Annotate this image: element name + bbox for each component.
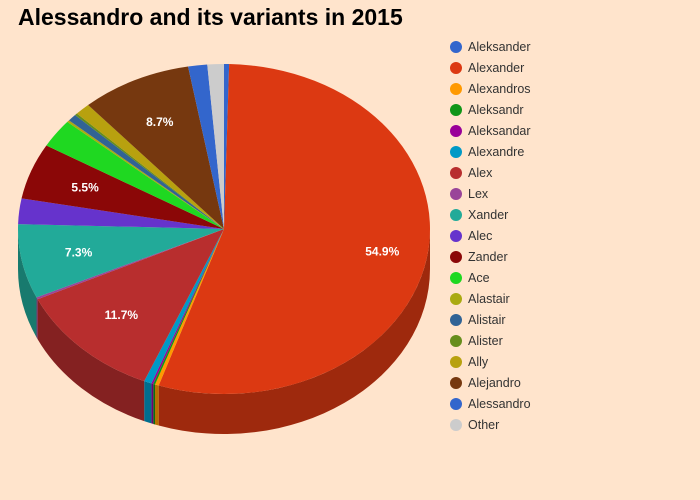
legend-swatch [450, 208, 462, 221]
legend-label: Lex [468, 186, 489, 201]
legend-item-alexander[interactable]: Alexander [450, 57, 531, 78]
pie-slice-other[interactable] [207, 64, 224, 229]
pie-side-alexander [158, 229, 431, 434]
pie-slice-ally[interactable] [76, 104, 224, 229]
pie-slice-alastair[interactable] [67, 120, 225, 229]
legend-item-alex[interactable]: Alex [450, 162, 531, 183]
legend-item-aleksandar[interactable]: Aleksandar [450, 120, 531, 141]
legend-label: Alessandro [468, 396, 531, 411]
legend-label: Other [468, 417, 500, 432]
legend-item-alexandre[interactable]: Alexandre [450, 141, 531, 162]
pie-slice-alexandros[interactable] [155, 229, 224, 386]
pie-side-lex [36, 297, 38, 340]
pie-slice-alexander[interactable] [158, 64, 430, 395]
pie-slice-alister[interactable] [75, 113, 224, 229]
legend-label: Alex [468, 165, 493, 180]
legend-swatch [450, 145, 462, 158]
pie-side-alexandre [144, 381, 152, 424]
legend-label: Alastair [468, 291, 510, 306]
pie-slice-alex[interactable] [37, 229, 225, 382]
legend-swatch [450, 124, 462, 137]
legend-item-alessandro[interactable]: Alessandro [450, 393, 531, 414]
legend-item-alistair[interactable]: Alistair [450, 309, 531, 330]
pie-slice-alexandre[interactable] [144, 229, 224, 384]
pie-slice-lex[interactable] [36, 229, 225, 300]
legend-label: Zander [468, 249, 508, 264]
pie-slice-alessandro[interactable] [188, 64, 224, 229]
pie-side-alex [37, 299, 145, 422]
legend-label: Alexandros [468, 81, 531, 96]
legend-label: Aleksandr [468, 102, 524, 117]
legend-label: Alexandre [468, 144, 525, 159]
legend-label: Xander [468, 207, 509, 222]
legend-swatch [450, 250, 462, 263]
legend-item-aleksander[interactable]: Aleksander [450, 36, 531, 57]
legend-label: Alister [468, 333, 503, 348]
legend-label: Ace [468, 270, 490, 285]
legend-item-alexandros[interactable]: Alexandros [450, 78, 531, 99]
pie-slice-alistair[interactable] [68, 115, 224, 229]
legend-item-alec[interactable]: Alec [450, 225, 531, 246]
legend-item-alister[interactable]: Alister [450, 330, 531, 351]
pie-slice-aleksandr[interactable] [153, 229, 224, 385]
legend-swatch [450, 313, 462, 326]
legend-swatch [450, 376, 462, 389]
pie-slice-aleksandar[interactable] [151, 229, 224, 384]
data-label-alejandro: 8.7% [146, 115, 174, 129]
legend-swatch [450, 166, 462, 179]
pie-slice-alejandro[interactable] [88, 66, 224, 229]
legend-swatch [450, 418, 462, 431]
legend-swatch [450, 355, 462, 368]
legend-item-aleksandr[interactable]: Aleksandr [450, 99, 531, 120]
pie-side-aleksandar [151, 383, 154, 424]
legend-item-alejandro[interactable]: Alejandro [450, 372, 531, 393]
pie-side-xander [18, 229, 37, 338]
legend-label: Alejandro [468, 375, 521, 390]
legend-swatch [450, 40, 462, 53]
pie-slice-xander[interactable] [18, 224, 225, 298]
legend-label: Alistair [468, 312, 506, 327]
legend-swatch [450, 334, 462, 347]
legend-item-alastair[interactable]: Alastair [450, 288, 531, 309]
legend-label: Ally [468, 354, 489, 369]
data-label-alexander: 54.9% [365, 244, 399, 258]
legend-swatch [450, 187, 462, 200]
legend-item-xander[interactable]: Xander [450, 204, 531, 225]
legend-item-ally[interactable]: Ally [450, 351, 531, 372]
legend-item-other[interactable]: Other [450, 414, 531, 435]
data-label-xander: 7.3% [65, 245, 93, 259]
chart-title: Alessandro and its variants in 2015 [18, 4, 403, 30]
legend-swatch [450, 82, 462, 95]
pie-slice-alec[interactable] [18, 198, 225, 229]
legend-swatch [450, 292, 462, 305]
data-label-alex: 11.7% [105, 308, 139, 322]
legend: Aleksander Alexander Alexandros Aleksandr Al… [450, 36, 531, 435]
legend-item-zander[interactable]: Zander [450, 246, 531, 267]
pie-slice-ace[interactable] [46, 121, 225, 229]
legend-label: Alec [468, 228, 493, 243]
pie-slice-zander[interactable] [21, 145, 224, 229]
legend-item-lex[interactable]: Lex [450, 183, 531, 204]
data-label-zander: 5.5% [71, 180, 99, 194]
legend-swatch [450, 397, 462, 410]
legend-swatch [450, 103, 462, 116]
pie-slice-aleksander[interactable] [224, 64, 230, 229]
legend-swatch [450, 61, 462, 74]
legend-swatch [450, 271, 462, 284]
pie-side-alexandros [155, 384, 159, 426]
legend-label: Aleksandar [468, 123, 531, 138]
legend-label: Alexander [468, 60, 525, 75]
legend-swatch [450, 229, 462, 242]
legend-label: Aleksander [468, 39, 531, 54]
pie-side-aleksandr [153, 383, 156, 425]
legend-item-ace[interactable]: Ace [450, 267, 531, 288]
